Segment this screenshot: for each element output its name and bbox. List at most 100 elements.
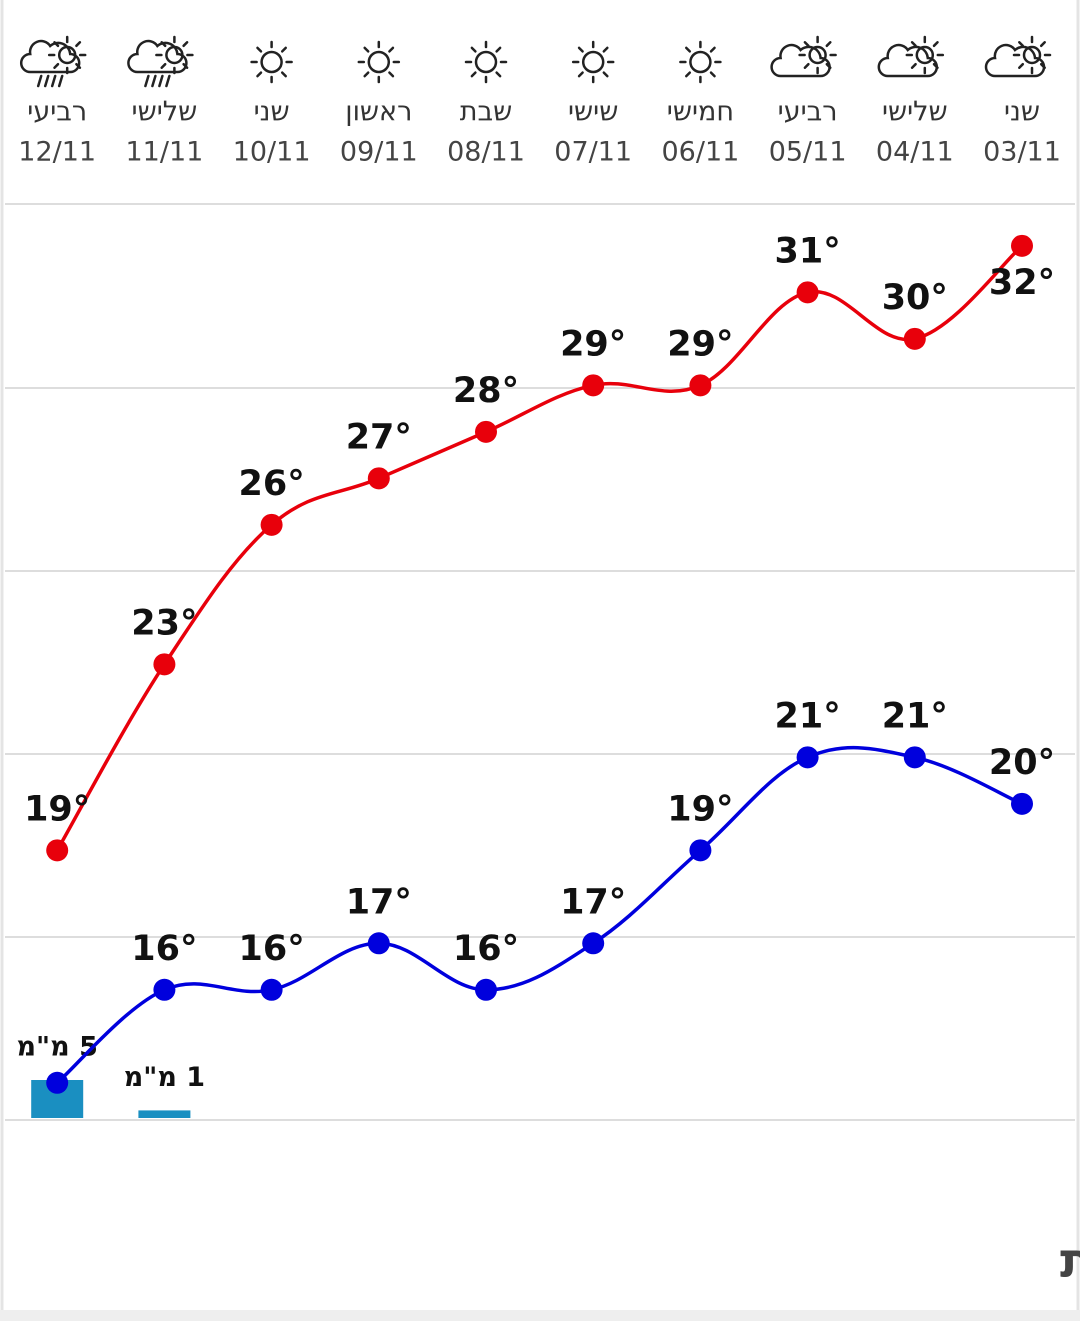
temperature-label: 20° bbox=[989, 743, 1055, 783]
sun-ray bbox=[825, 41, 832, 48]
temperature-point bbox=[582, 932, 605, 955]
rain-drop bbox=[43, 74, 50, 88]
day-icon bbox=[127, 35, 194, 88]
sun-ray bbox=[182, 41, 189, 48]
rain-drop bbox=[165, 74, 171, 88]
bottom-strip bbox=[0, 1310, 1080, 1321]
temperature-point bbox=[689, 839, 712, 862]
temperature-point bbox=[903, 746, 926, 769]
sun-ray bbox=[160, 62, 167, 69]
temperature-label: 32° bbox=[989, 263, 1055, 303]
temperature-label: 29° bbox=[560, 324, 626, 364]
temperature-label: 27° bbox=[346, 417, 412, 457]
day-name: שני bbox=[254, 97, 290, 128]
sun-ray bbox=[495, 71, 502, 78]
temperature-label: 21° bbox=[882, 696, 948, 736]
temperature-point bbox=[475, 978, 497, 1001]
sun-ray bbox=[709, 46, 716, 53]
temperature-label: 19° bbox=[24, 789, 90, 829]
temperature-label: 31° bbox=[774, 231, 840, 271]
temperature-point bbox=[475, 420, 497, 443]
sun-ray bbox=[910, 41, 917, 48]
temperature-point bbox=[46, 1071, 69, 1094]
sun-ray bbox=[363, 71, 370, 78]
day-name: חמישי bbox=[667, 97, 734, 128]
sun-ray bbox=[53, 62, 60, 69]
temperature-point bbox=[46, 839, 69, 862]
temperature-point bbox=[260, 978, 283, 1001]
title: מזג אוויר שעתי צפת bbox=[1060, 1233, 1080, 1289]
date: 12/11 bbox=[18, 137, 96, 168]
day-icon bbox=[877, 35, 945, 78]
date: 03/11 bbox=[983, 137, 1061, 168]
day-icon bbox=[770, 35, 837, 78]
sun-ray bbox=[602, 46, 609, 53]
date: 07/11 bbox=[554, 137, 632, 168]
temperature-label: 19° bbox=[667, 789, 733, 829]
date: 05/11 bbox=[769, 137, 847, 168]
date: 09/11 bbox=[340, 137, 418, 168]
sun-core bbox=[260, 50, 283, 74]
sun-ray bbox=[495, 46, 502, 53]
sun-ray bbox=[256, 46, 263, 53]
precip-label: 5 מ"מ bbox=[17, 1032, 98, 1063]
rain-drop bbox=[151, 74, 157, 88]
rain-drop bbox=[158, 74, 164, 88]
sun-core bbox=[808, 45, 827, 65]
cloud bbox=[984, 43, 1046, 78]
day-name: רביעי bbox=[27, 97, 87, 128]
date: 10/11 bbox=[233, 137, 311, 168]
cloud bbox=[877, 43, 939, 78]
day-name: רביעי bbox=[778, 97, 838, 128]
sun-ray bbox=[910, 62, 917, 69]
sun-ray bbox=[470, 71, 477, 78]
sun-ray bbox=[803, 41, 810, 48]
sun-ray bbox=[602, 71, 609, 78]
rain-drop bbox=[50, 74, 57, 88]
day-icon bbox=[357, 40, 401, 84]
sun-core bbox=[367, 50, 391, 74]
date: 11/11 bbox=[125, 137, 203, 168]
temperature-point bbox=[1011, 792, 1033, 815]
date: 06/11 bbox=[661, 137, 739, 168]
temperature-point bbox=[153, 653, 176, 676]
temperature-point bbox=[582, 374, 605, 397]
day-icon bbox=[679, 40, 722, 84]
rain-drop bbox=[57, 74, 64, 88]
day-icon bbox=[571, 40, 615, 84]
temperature-point bbox=[367, 932, 390, 955]
sun-ray bbox=[1039, 41, 1046, 48]
sun-ray bbox=[470, 46, 477, 53]
sun-ray bbox=[75, 41, 82, 48]
rain-drop bbox=[144, 74, 150, 88]
sun-ray bbox=[932, 41, 939, 48]
sun-core bbox=[474, 50, 498, 74]
temperature-point bbox=[153, 978, 176, 1001]
sun-ray bbox=[1018, 41, 1025, 48]
day-name: שבת bbox=[460, 97, 512, 128]
temperature-label: 17° bbox=[346, 882, 412, 922]
temperature-line bbox=[56, 745, 1023, 1085]
sun-ray bbox=[803, 62, 810, 69]
cloud bbox=[19, 39, 81, 74]
day-name: שלישי bbox=[132, 97, 198, 128]
day-icon bbox=[464, 40, 508, 84]
temperature-label: 29° bbox=[667, 324, 733, 364]
sun-ray bbox=[577, 71, 584, 78]
cloud bbox=[770, 43, 831, 78]
sun-ray bbox=[685, 71, 692, 78]
sun-core bbox=[581, 50, 605, 74]
precip-label: 1 מ"מ bbox=[124, 1062, 205, 1093]
sun-ray bbox=[280, 46, 287, 53]
sun-ray bbox=[280, 71, 287, 78]
sun-ray bbox=[709, 71, 716, 78]
temperature-point bbox=[260, 513, 283, 536]
sun-ray bbox=[1018, 62, 1025, 69]
date: 04/11 bbox=[876, 137, 954, 168]
temperature-point bbox=[1011, 234, 1033, 257]
temperature-point bbox=[796, 281, 819, 304]
sun-ray bbox=[363, 46, 370, 53]
temperature-point bbox=[367, 467, 390, 490]
